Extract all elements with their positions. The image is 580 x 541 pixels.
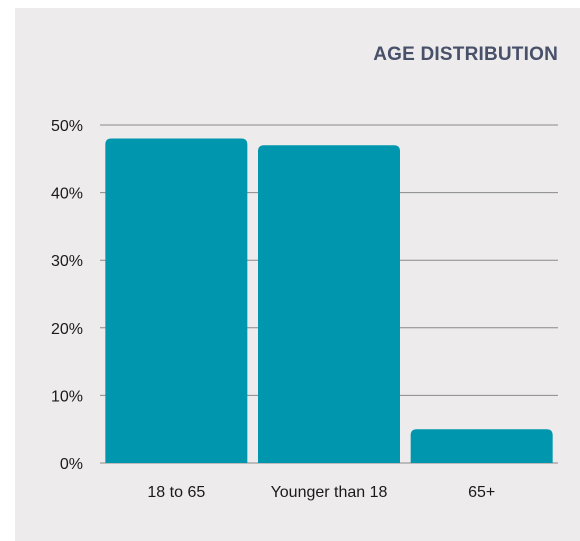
chart-title: AGE DISTRIBUTION — [373, 44, 558, 65]
y-tick-label: 0% — [60, 456, 83, 473]
y-tick-label: 10% — [51, 388, 83, 405]
x-axis-tick-labels: 18 to 65 Younger than 18 65+ — [147, 484, 495, 501]
y-tick-label: 50% — [51, 118, 83, 135]
y-tick-label: 20% — [51, 321, 83, 338]
y-tick-label: 40% — [51, 186, 83, 203]
y-axis-tick-labels: 0% 10% 20% 30% 40% 50% — [51, 118, 83, 473]
bar-65- — [410, 429, 553, 463]
y-tick-label: 30% — [51, 253, 83, 270]
x-tick-label: 18 to 65 — [147, 484, 205, 501]
bar-18-to-65 — [105, 138, 248, 463]
x-tick-label: 65+ — [468, 484, 495, 501]
bar-younger-than-18 — [258, 145, 400, 463]
x-tick-label: Younger than 18 — [271, 484, 388, 501]
bars — [105, 138, 553, 463]
